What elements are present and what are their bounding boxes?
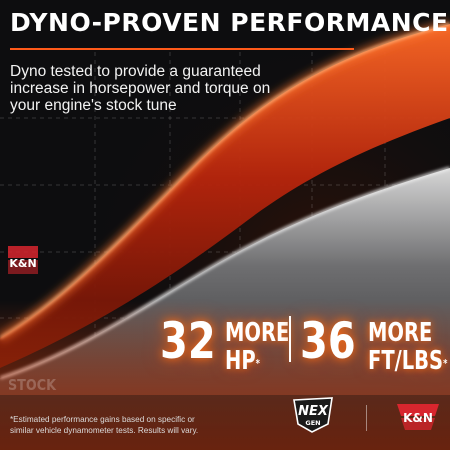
footer-logo-separator [366, 405, 367, 431]
hp-more-label: MORE [225, 318, 290, 348]
performance-curve-line [0, 22, 450, 340]
stock-curve-label: STOCK [8, 376, 56, 394]
headline-underline [10, 48, 354, 50]
hp-gain-value: 32 [160, 312, 216, 370]
torque-unit-label: FT/LBS* [368, 348, 447, 375]
hp-unit-label: HP* [225, 348, 260, 375]
nexgen-logo-icon: NEX GEN [293, 397, 333, 433]
disclaimer-text: *Estimated performance gains based on sp… [10, 415, 199, 435]
torque-gain-value: 36 [300, 312, 356, 370]
torque-footnote-mark: * [443, 357, 448, 370]
intro-text: Dyno tested to provide a guaranteed incr… [10, 63, 271, 114]
kn-footer-logo-text: K&N [403, 411, 433, 425]
hp-unit-text: HP [225, 346, 256, 376]
hp-footnote-mark: * [255, 357, 260, 370]
kn-footer-logo-icon: K&N [397, 404, 439, 430]
kn-side-logo-icon: K&N [8, 246, 38, 274]
stats-divider [289, 316, 291, 362]
nexgen-logo-subtext: GEN [305, 419, 320, 427]
headline: DYNO-PROVEN PERFORMANCE [10, 8, 449, 37]
performance-curve-band [0, 24, 450, 368]
torque-more-label: MORE [368, 318, 433, 348]
torque-unit-text: FT/LBS [368, 346, 444, 376]
kn-side-logo-text: K&N [9, 257, 36, 270]
nexgen-logo-text: NEX [298, 404, 329, 419]
